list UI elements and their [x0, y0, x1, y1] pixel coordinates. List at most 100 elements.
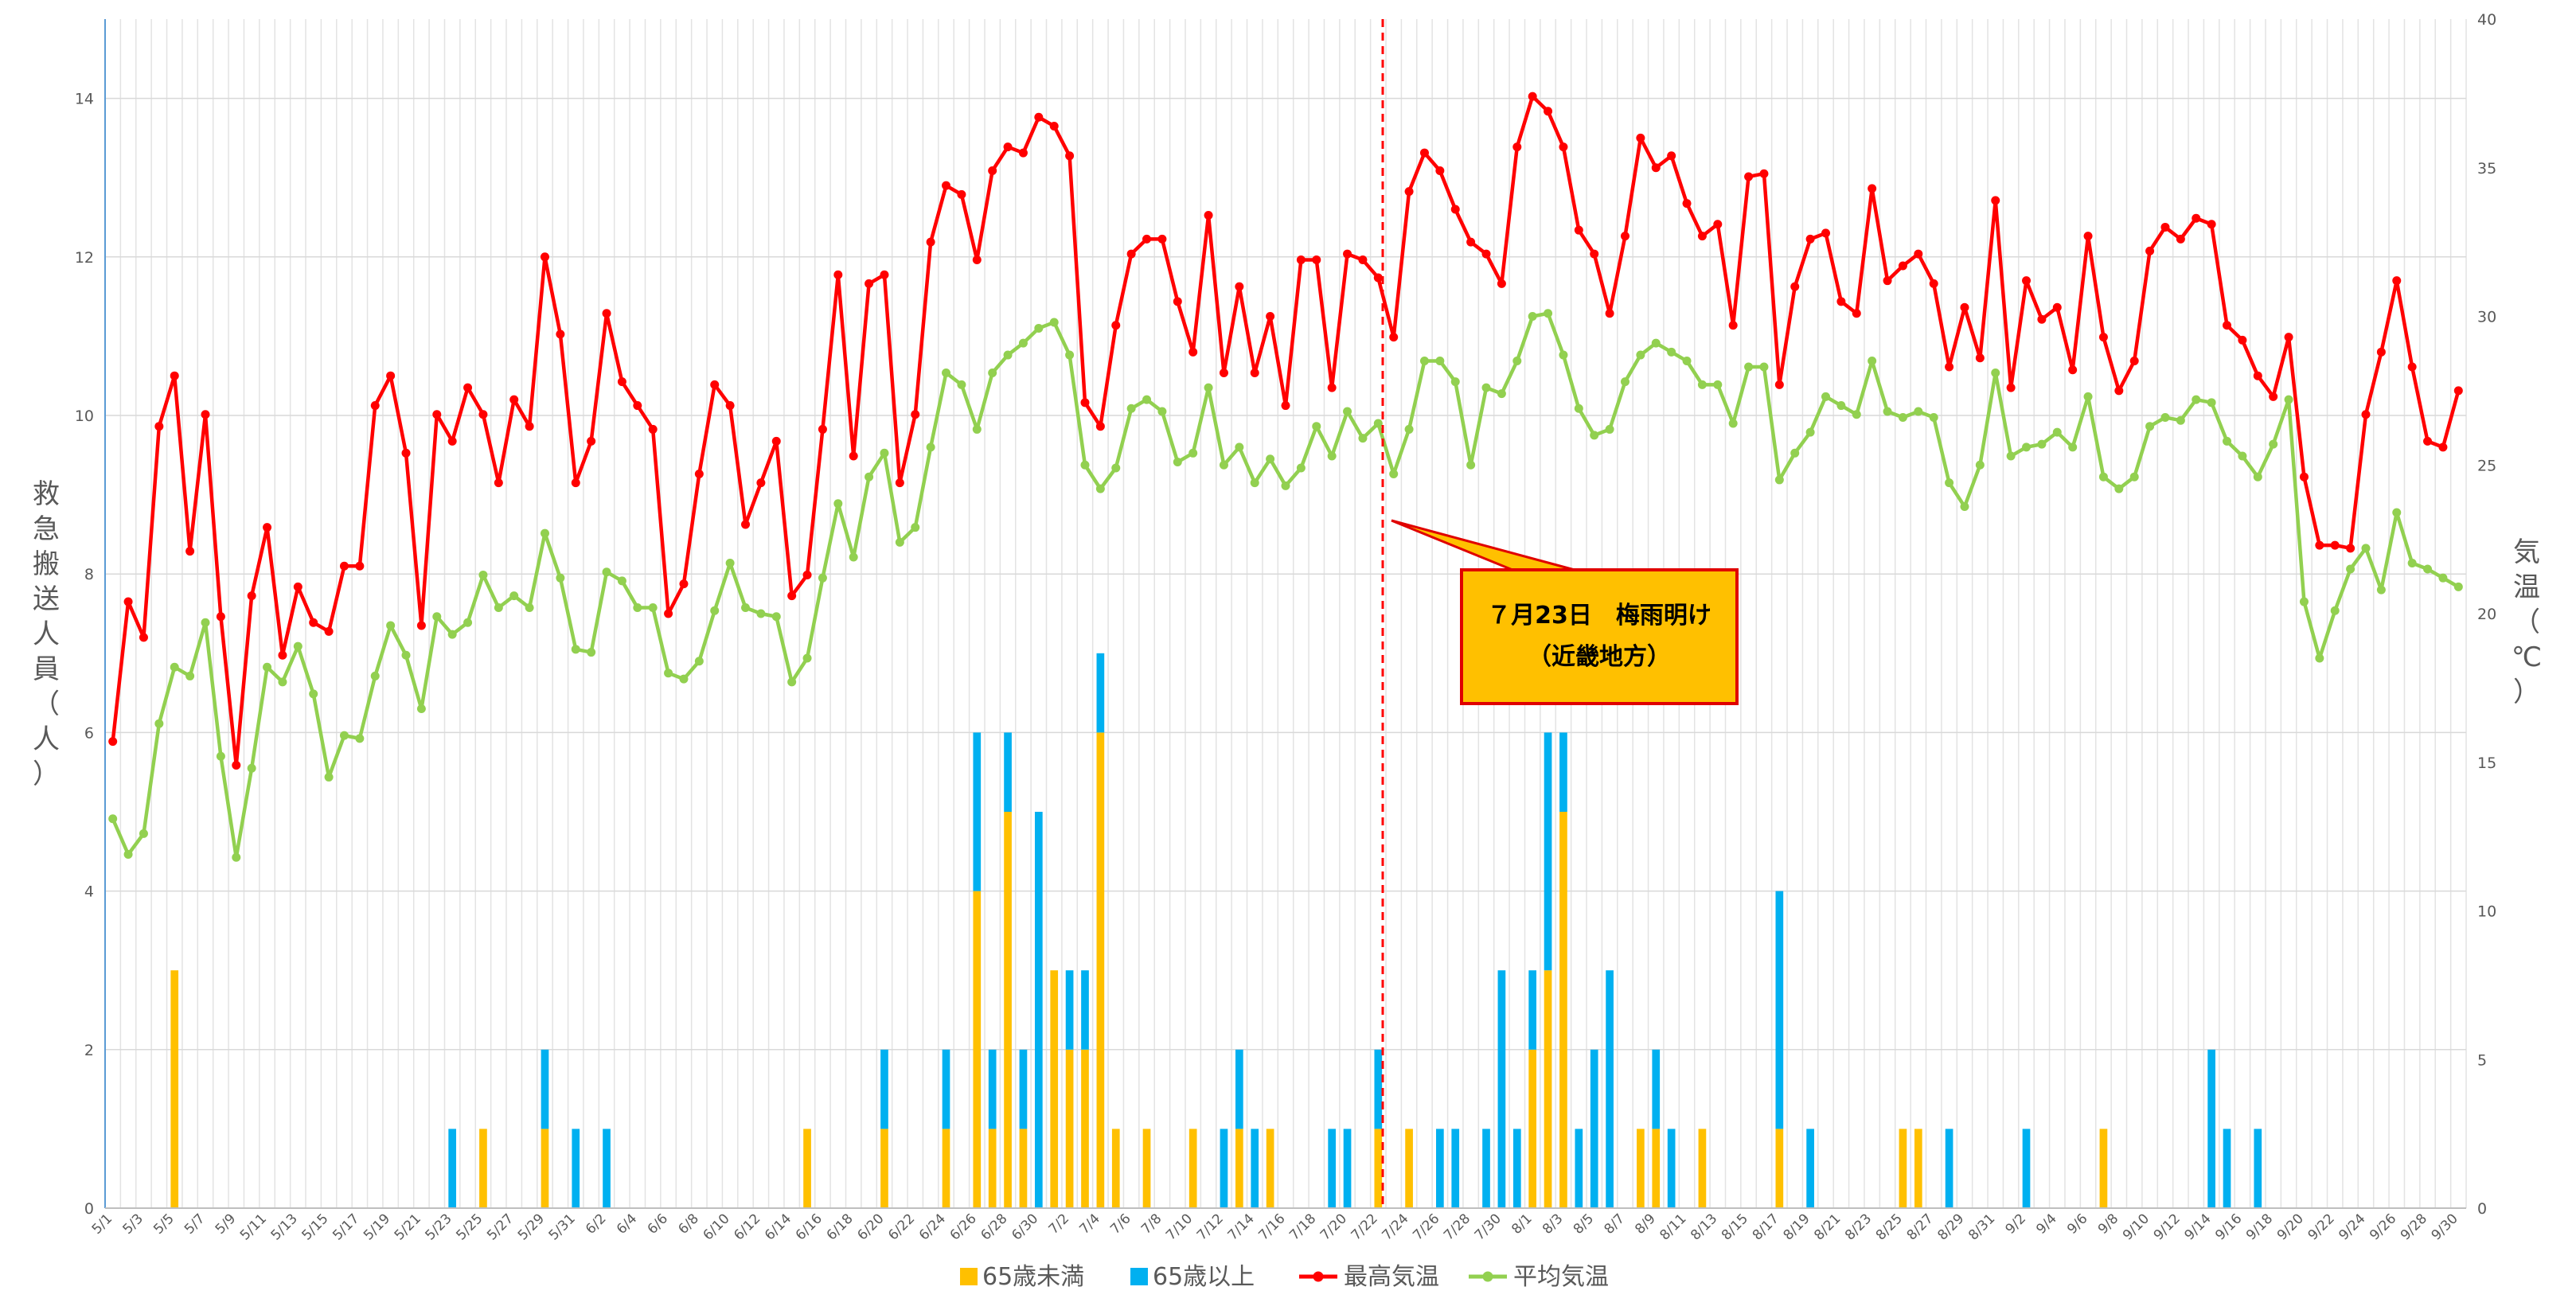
avg-temp-line-point: [556, 573, 565, 583]
avg-temp-line-point: [1018, 338, 1028, 348]
right-tick-label: 30: [2477, 309, 2496, 326]
avg-temp-line-point: [108, 814, 118, 824]
max-temp-line-point: [2129, 357, 2139, 366]
bar-under65: [1142, 1129, 1151, 1208]
max-temp-line-point: [771, 436, 781, 446]
max-temp-line-point: [324, 626, 334, 636]
avg-temp-line-point: [895, 537, 904, 547]
max-temp-line-point: [926, 237, 935, 247]
bar-under65: [479, 1129, 487, 1208]
bar-under65: [1004, 812, 1012, 1208]
avg-temp-line-point: [1528, 312, 1537, 321]
avg-temp-line-point: [2145, 422, 2155, 431]
avg-temp-line-point: [154, 719, 164, 728]
max-temp-line-point: [463, 383, 473, 392]
bar-over65: [541, 1049, 549, 1129]
avg-temp-line-point: [2192, 395, 2201, 404]
avg-temp-line-point: [540, 528, 549, 538]
avg-temp-line-point: [324, 772, 334, 782]
max-temp-line-point: [1774, 380, 1784, 389]
right-tick-label: 35: [2477, 160, 2496, 177]
avg-temp-line-point: [865, 472, 874, 482]
max-temp-line-point: [2238, 335, 2247, 345]
avg-temp-line-point: [1219, 460, 1228, 470]
legend-marker: [1482, 1271, 1493, 1282]
max-temp-line-point: [1142, 234, 1152, 244]
bar-over65: [603, 1129, 611, 1208]
avg-temp-line-point: [401, 650, 411, 660]
avg-temp-line-point: [1435, 357, 1445, 366]
max-temp-line-point: [1419, 148, 1429, 158]
bar-under65: [1544, 970, 1552, 1208]
avg-temp-line-point: [2022, 443, 2032, 452]
avg-temp-line-point: [309, 689, 318, 699]
max-temp-line-point: [525, 422, 534, 431]
max-temp-line-point: [957, 189, 966, 199]
max-temp-line-point: [648, 424, 658, 434]
bar-over65: [1559, 732, 1567, 812]
max-temp-line-point: [1435, 166, 1445, 175]
bar-under65: [880, 1129, 888, 1208]
avg-temp-line-point: [602, 567, 611, 577]
max-temp-line-point: [1929, 279, 1938, 288]
bar-over65: [973, 732, 982, 891]
avg-temp-line-point: [648, 603, 658, 613]
max-temp-line-point: [1389, 333, 1399, 342]
avg-temp-line-point: [2315, 653, 2324, 663]
max-temp-line-point: [880, 270, 889, 279]
bar-over65: [1575, 1129, 1583, 1208]
bar-over65: [1775, 891, 1784, 1129]
max-temp-line-point: [556, 329, 565, 339]
max-temp-line-point: [1559, 142, 1568, 152]
left-tick-label: 2: [84, 1042, 94, 1059]
legend-item: 平均気温: [1469, 1263, 1609, 1291]
max-temp-line-point: [617, 377, 626, 387]
max-temp-line-point: [263, 523, 272, 532]
avg-temp-line-point: [509, 591, 519, 601]
avg-temp-line-point: [370, 671, 380, 680]
right-tick-label: 10: [2477, 903, 2496, 921]
avg-temp-line-point: [833, 499, 843, 509]
legend-label: 65歳以上: [1153, 1263, 1255, 1291]
avg-temp-line-point: [2392, 508, 2402, 517]
max-temp-line-point: [710, 380, 720, 389]
avg-temp-line-point: [1312, 422, 1321, 431]
max-temp-line-point: [1868, 184, 1877, 193]
avg-temp-line-point: [756, 609, 766, 618]
max-temp-line-point: [2006, 383, 2016, 392]
max-temp-line-point: [1018, 148, 1028, 158]
avg-temp-line-point: [1991, 368, 2000, 377]
avg-temp-line-point: [1620, 377, 1630, 387]
max-temp-line-point: [1466, 237, 1476, 247]
max-temp-line-point: [1991, 196, 2000, 205]
axis-title-char: 員: [33, 653, 60, 685]
bar-over65: [1512, 1129, 1521, 1208]
avg-temp-line-point: [2407, 559, 2417, 568]
avg-temp-line-point: [416, 704, 426, 714]
max-temp-line-point: [1327, 383, 1337, 392]
avg-temp-line-point: [2438, 573, 2448, 583]
max-temp-line-point: [1358, 255, 1368, 265]
max-temp-line-point: [478, 410, 488, 419]
max-temp-line-point: [1404, 187, 1414, 197]
avg-temp-line-point: [1883, 407, 1892, 416]
avg-temp-line-point: [1697, 380, 1707, 389]
avg-temp-line-point: [725, 559, 735, 568]
avg-temp-line-point: [2238, 451, 2247, 461]
avg-temp-line-point: [1914, 407, 1923, 416]
max-temp-line-point: [664, 609, 673, 618]
avg-temp-line-point: [201, 618, 210, 627]
max-temp-line-point: [1235, 282, 1244, 291]
axis-title-char: ℃: [2512, 641, 2542, 673]
bar-over65: [1945, 1129, 1953, 1208]
bar-under65: [1559, 812, 1567, 1208]
avg-temp-line-point: [1821, 392, 1830, 401]
avg-temp-line-point: [170, 662, 179, 672]
axis-title-char: ）: [2513, 676, 2540, 708]
avg-temp-line-point: [1049, 318, 1059, 327]
max-temp-line-point: [602, 309, 611, 318]
avg-temp-line-point: [2176, 415, 2185, 425]
bar-under65: [973, 891, 982, 1208]
max-temp-line-point: [2083, 232, 2093, 241]
